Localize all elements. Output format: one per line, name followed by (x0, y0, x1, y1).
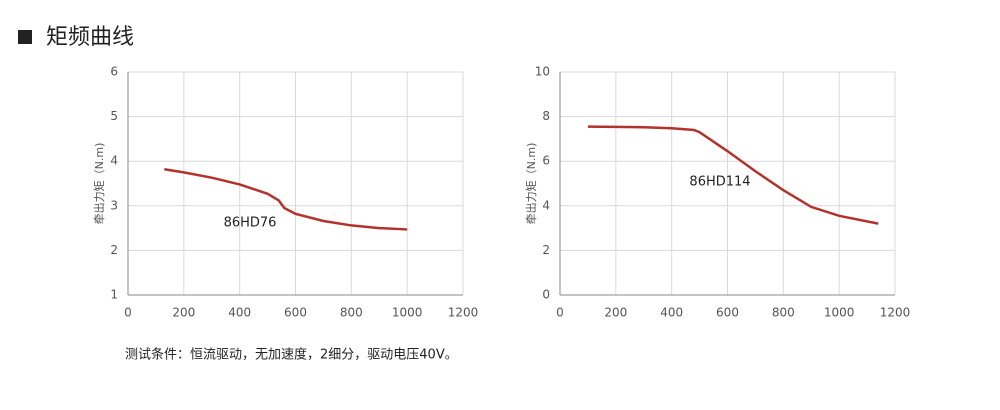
y-tick-label: 6 (110, 65, 118, 79)
y-axis-label: 牵出力矩（N.m) (92, 143, 106, 225)
series-label: 86HD114 (689, 175, 750, 190)
x-tick-label: 200 (172, 306, 195, 320)
y-axis-label: 牵出力矩（N.m) (524, 143, 538, 225)
x-tick-label: 1000 (392, 306, 423, 320)
y-tick-label: 1 (110, 288, 118, 302)
y-tick-label: 4 (542, 198, 550, 212)
y-tick-label: 2 (542, 243, 550, 257)
y-tick-label: 10 (535, 65, 550, 79)
y-tick-label: 0 (542, 288, 550, 302)
x-tick-label: 400 (660, 306, 683, 320)
x-tick-label: 600 (716, 306, 739, 320)
x-tick-label: 0 (556, 306, 564, 320)
x-tick-label: 0 (124, 306, 132, 320)
line-series (587, 125, 879, 225)
line-series (164, 167, 408, 231)
x-tick-label: 400 (228, 306, 251, 320)
page-title: 矩频曲线 (46, 25, 134, 50)
x-tick-label: 800 (340, 306, 363, 320)
x-tick-label: 1200 (448, 306, 479, 320)
series-label: 86HD76 (224, 216, 277, 231)
y-tick-label: 3 (110, 198, 118, 212)
y-tick-label: 8 (542, 109, 550, 123)
x-tick-label: 800 (772, 306, 795, 320)
x-tick-label: 1200 (880, 306, 911, 320)
x-tick-label: 1000 (824, 306, 855, 320)
y-tick-label: 6 (542, 154, 550, 168)
x-tick-label: 200 (604, 306, 627, 320)
footnote: 测试条件：恒流驱动，无加速度，2细分，驱动电压40V。 (125, 347, 458, 363)
y-tick-label: 2 (110, 243, 118, 257)
header-bullet (18, 30, 32, 44)
y-tick-label: 5 (110, 109, 118, 123)
y-tick-label: 4 (110, 154, 118, 168)
x-tick-label: 600 (284, 306, 307, 320)
